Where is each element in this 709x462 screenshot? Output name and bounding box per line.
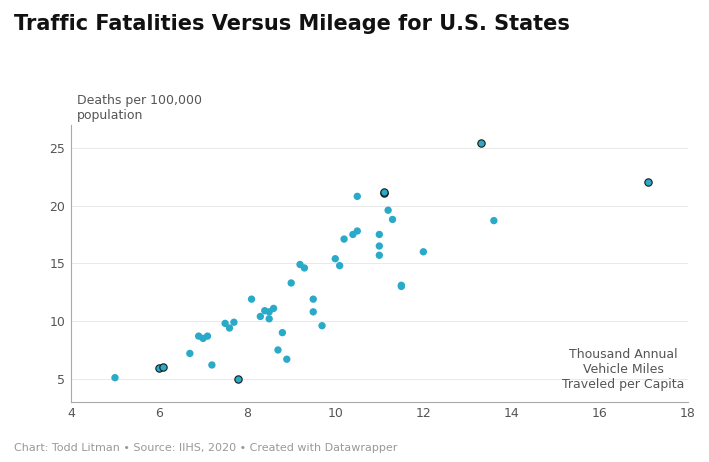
Point bbox=[308, 308, 319, 316]
Point bbox=[255, 313, 266, 320]
Point bbox=[374, 242, 385, 249]
Point bbox=[197, 334, 208, 342]
Point bbox=[338, 236, 350, 243]
Text: Deaths per 100,000
population: Deaths per 100,000 population bbox=[77, 94, 202, 122]
Point bbox=[396, 283, 407, 290]
Text: Traffic Fatalities Versus Mileage for U.S. States: Traffic Fatalities Versus Mileage for U.… bbox=[14, 14, 570, 34]
Point bbox=[347, 231, 359, 238]
Point bbox=[294, 261, 306, 268]
Point bbox=[374, 251, 385, 259]
Point bbox=[228, 319, 240, 326]
Point bbox=[382, 207, 393, 214]
Point bbox=[489, 217, 500, 225]
Point bbox=[418, 248, 429, 255]
Point bbox=[109, 374, 121, 382]
Point bbox=[184, 350, 196, 357]
Point bbox=[153, 365, 164, 372]
Point bbox=[272, 346, 284, 354]
Point bbox=[642, 179, 654, 186]
Point bbox=[387, 216, 398, 223]
Point bbox=[308, 296, 319, 303]
Point bbox=[330, 255, 341, 262]
Text: Thousand Annual
Vehicle Miles
Traveled per Capita: Thousand Annual Vehicle Miles Traveled p… bbox=[562, 348, 685, 391]
Point bbox=[352, 193, 363, 200]
Point bbox=[378, 189, 389, 197]
Point bbox=[298, 264, 310, 272]
Point bbox=[316, 322, 328, 329]
Point bbox=[374, 231, 385, 238]
Point bbox=[286, 279, 297, 286]
Point bbox=[475, 140, 486, 147]
Point bbox=[246, 296, 257, 303]
Point bbox=[224, 324, 235, 332]
Point bbox=[233, 375, 244, 383]
Point bbox=[352, 227, 363, 235]
Point bbox=[334, 262, 345, 269]
Point bbox=[202, 333, 213, 340]
Point bbox=[193, 333, 204, 340]
Point bbox=[396, 282, 407, 289]
Point bbox=[264, 308, 275, 316]
Point bbox=[281, 356, 293, 363]
Point bbox=[206, 361, 218, 369]
Point bbox=[264, 315, 275, 322]
Point bbox=[268, 305, 279, 312]
Point bbox=[220, 320, 231, 327]
Point bbox=[378, 188, 389, 195]
Text: Chart: Todd Litman • Source: IIHS, 2020 • Created with Datawrapper: Chart: Todd Litman • Source: IIHS, 2020 … bbox=[14, 443, 398, 453]
Point bbox=[259, 307, 270, 314]
Point bbox=[157, 364, 169, 371]
Point bbox=[277, 329, 288, 336]
